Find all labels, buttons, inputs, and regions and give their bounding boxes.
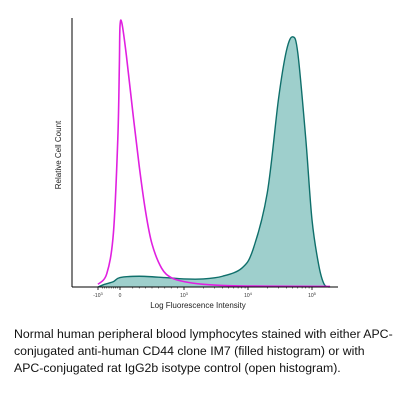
isotype-histogram-layer — [97, 19, 331, 288]
cd44-histogram-area — [98, 36, 330, 287]
y-axis-label: Relative Cell Count — [54, 120, 63, 189]
x-tick-label-1: 0 — [119, 293, 122, 299]
x-tick-label-3: 104 — [244, 291, 253, 299]
figure-caption: Normal human peripheral blood lymphocyte… — [14, 327, 393, 375]
histogram-chart: -103 0 103 104 105 Relative Cell Count Log F… — [54, 18, 338, 310]
x-tick-label-2: 103 — [180, 291, 189, 299]
isotype-histogram-line — [97, 19, 331, 288]
x-axis-label: Log Fluorescence Intensity — [150, 301, 246, 310]
x-tick-label-4: 105 — [308, 291, 317, 299]
x-ticks: -103 0 103 104 105 — [93, 287, 317, 299]
cd44-histogram-line — [97, 36, 331, 288]
cd44-histogram-layer — [97, 36, 331, 288]
x-tick-label-0: -103 — [93, 291, 103, 299]
